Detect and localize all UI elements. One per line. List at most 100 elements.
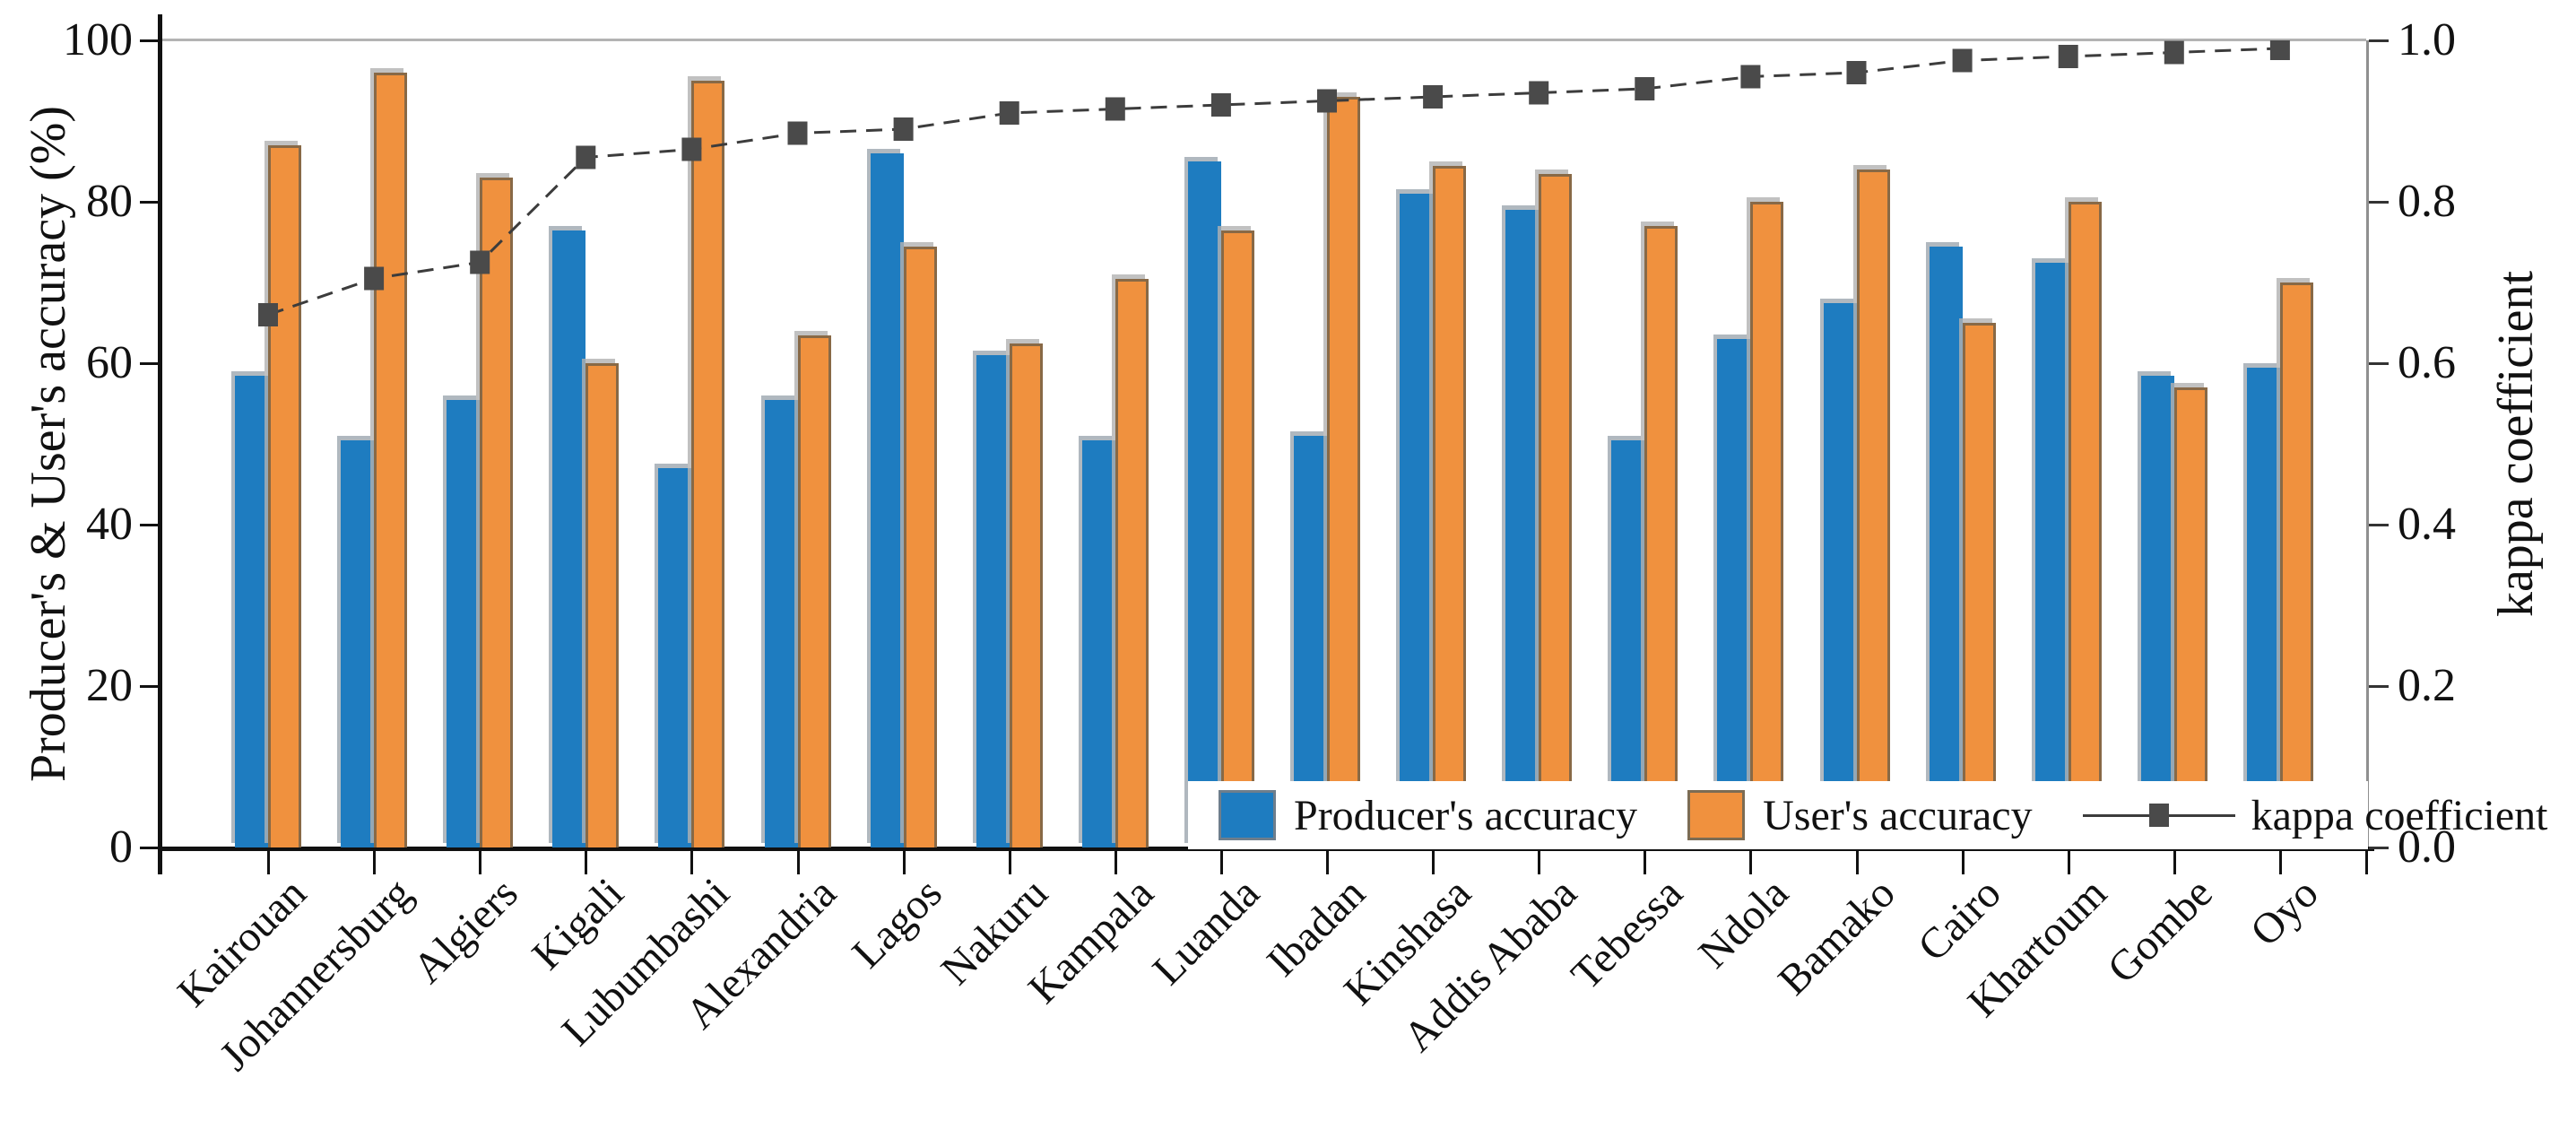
kappa-tick-label: 0.6 bbox=[2398, 337, 2456, 388]
x-tick bbox=[1432, 851, 1435, 874]
bar-user-Tebessa bbox=[1644, 226, 1678, 847]
kappa-tick bbox=[2369, 524, 2389, 526]
bar-user-Johannersburg bbox=[374, 73, 408, 847]
kappa-tick bbox=[2369, 39, 2389, 42]
y-tick bbox=[140, 685, 160, 688]
y-tick-label: 0 bbox=[109, 821, 133, 873]
bar-user-Gombe bbox=[2173, 387, 2207, 847]
bar-producer-Kairouan bbox=[235, 375, 268, 847]
bar-user-Kampala bbox=[1115, 278, 1149, 847]
bar-user-Cairo bbox=[1962, 323, 1996, 847]
gridline-100 bbox=[160, 39, 2366, 41]
legend-label-user: User's accuracy bbox=[1763, 791, 2033, 839]
kappa-marker-Algiers bbox=[470, 250, 490, 274]
y-tick bbox=[140, 201, 160, 204]
kappa-tick bbox=[2369, 847, 2389, 849]
kappa-marker-Johannersburg bbox=[364, 266, 385, 291]
x-tick bbox=[2278, 851, 2282, 874]
x-tick bbox=[2365, 851, 2368, 874]
legend-swatch-user bbox=[1687, 790, 1746, 840]
x-tick bbox=[1644, 851, 1647, 874]
x-tick bbox=[2173, 851, 2176, 874]
left-spine bbox=[158, 14, 162, 874]
x-tick bbox=[158, 851, 160, 874]
bar-user-Alexandria bbox=[797, 335, 831, 847]
bar-user-Khartoum bbox=[2068, 202, 2102, 847]
kappa-tick bbox=[2369, 362, 2389, 365]
right-spine bbox=[2366, 40, 2369, 847]
y-tick bbox=[140, 524, 160, 526]
kappa-tick-label: 0.2 bbox=[2398, 660, 2456, 711]
x-tick bbox=[1538, 851, 1541, 874]
right-axis-title-text: kappa coefficient bbox=[2488, 270, 2544, 618]
kappa-marker-Kairouan bbox=[258, 303, 278, 326]
y-tick-label: 100 bbox=[63, 14, 133, 65]
bar-producer-Khartoum bbox=[2034, 262, 2069, 847]
x-tick bbox=[902, 851, 906, 874]
kappa-marker-Oyo bbox=[2269, 40, 2290, 60]
x-tick bbox=[1749, 851, 1753, 874]
kappa-line bbox=[267, 47, 2280, 317]
kappa-tick bbox=[2369, 201, 2389, 204]
kappa-marker-Lubumbashi bbox=[681, 137, 702, 161]
y-tick-label: 60 bbox=[86, 337, 133, 388]
legend-kappa-line-icon bbox=[2082, 803, 2235, 827]
kappa-tick-label: 0.8 bbox=[2398, 176, 2456, 227]
kappa-marker-Kampala bbox=[1105, 97, 1125, 121]
bar-producer-Alexandria bbox=[764, 399, 798, 847]
y-tick bbox=[140, 362, 160, 365]
legend-label-kappa: kappa coefficient bbox=[2251, 791, 2548, 839]
y-tick-label: 80 bbox=[86, 176, 133, 227]
bar-user-Kinshasa bbox=[1433, 165, 1467, 847]
x-tick bbox=[796, 851, 800, 874]
bar-producer-Johannersburg bbox=[341, 439, 375, 847]
bar-producer-Bamako bbox=[1823, 302, 1857, 847]
bar-user-Lagos bbox=[903, 246, 937, 847]
kappa-marker-Khartoum bbox=[2058, 45, 2078, 68]
legend-label-producer: Producer's accuracy bbox=[1294, 791, 1638, 839]
x-tick bbox=[585, 851, 588, 874]
y-tick-label: 20 bbox=[86, 660, 133, 711]
kappa-marker-Ndola bbox=[1740, 65, 1761, 89]
kappa-tick-label: 0.4 bbox=[2398, 499, 2456, 550]
x-tick bbox=[690, 851, 694, 874]
bar-user-Bamako bbox=[1856, 169, 1890, 847]
bar-producer-Kinshasa bbox=[1400, 194, 1434, 847]
x-tick bbox=[373, 851, 377, 874]
bar-user-Nakuru bbox=[1009, 343, 1043, 847]
kappa-marker-Addis Ababa bbox=[1529, 81, 1549, 105]
bar-user-Luanda bbox=[1220, 230, 1254, 847]
bar-user-Algiers bbox=[480, 178, 514, 847]
bar-producer-Lubumbashi bbox=[658, 468, 692, 847]
kappa-tick bbox=[2369, 685, 2389, 688]
bar-producer-Tebessa bbox=[1611, 439, 1645, 847]
kappa-marker-Kinshasa bbox=[1423, 85, 1444, 109]
bar-producer-Addis Ababa bbox=[1505, 210, 1540, 847]
kappa-marker-Lagos bbox=[893, 117, 914, 141]
bar-user-Addis Ababa bbox=[1539, 173, 1573, 847]
bar-user-Ndola bbox=[1750, 202, 1784, 847]
bar-producer-Ibadan bbox=[1294, 436, 1327, 847]
x-tick bbox=[1961, 851, 1965, 874]
kappa-line-layer bbox=[258, 40, 2290, 326]
x-tick bbox=[1008, 851, 1011, 874]
kappa-marker-Kigali bbox=[576, 145, 596, 169]
kappa-marker-Nakuru bbox=[999, 101, 1019, 125]
kappa-marker-Alexandria bbox=[787, 121, 808, 145]
kappa-tick-label: 1.0 bbox=[2398, 14, 2456, 65]
bar-producer-Ndola bbox=[1717, 339, 1751, 847]
legend: Producer's accuracy User's accuracy kapp… bbox=[1188, 781, 2548, 849]
y-tick bbox=[140, 847, 160, 849]
legend-swatch-producer bbox=[1219, 790, 1276, 840]
kappa-marker-Ibadan bbox=[1317, 89, 1337, 113]
x-tick bbox=[267, 851, 270, 874]
left-axis-title: Producer's & User's accuracy (%) bbox=[13, 40, 84, 847]
x-tick bbox=[1219, 851, 1223, 874]
bar-user-Oyo bbox=[2279, 282, 2313, 847]
x-tick bbox=[1326, 851, 1329, 874]
legend-kappa-marker-icon bbox=[2148, 803, 2169, 827]
y-tick-label: 40 bbox=[86, 499, 133, 550]
kappa-marker-Cairo bbox=[1952, 48, 1973, 73]
bar-producer-Kigali bbox=[552, 230, 586, 847]
bar-user-Kigali bbox=[585, 363, 620, 847]
